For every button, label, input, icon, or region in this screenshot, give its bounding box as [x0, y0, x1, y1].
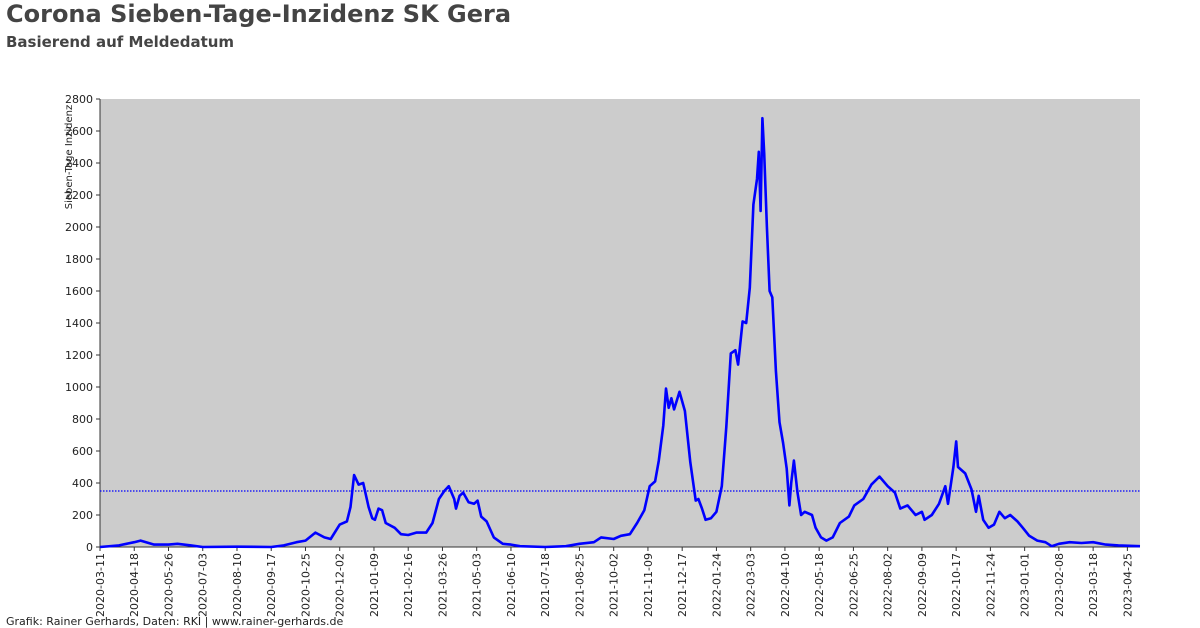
- x-tick-label: 2020-09-17: [265, 553, 278, 617]
- x-tick-label: 2023-01-01: [1019, 553, 1032, 617]
- x-tick-label: 2022-03-03: [745, 553, 758, 617]
- x-tick-label: 2022-08-02: [882, 553, 895, 617]
- x-tick-label: 2021-07-18: [539, 553, 552, 617]
- x-tick-label: 2020-05-26: [162, 553, 175, 617]
- x-tick-label: 2022-05-18: [813, 553, 826, 617]
- source-note: Grafik: Rainer Gerhards, Daten: RKI | ww…: [6, 615, 344, 628]
- x-tick-label: 2021-05-03: [471, 553, 484, 617]
- y-tick-label: 0: [86, 541, 93, 554]
- y-tick-label: 1600: [65, 285, 93, 298]
- y-tick-label: 2600: [65, 125, 93, 138]
- y-tick-label: 2000: [65, 221, 93, 234]
- x-tick-label: 2023-03-18: [1087, 553, 1100, 617]
- y-tick-label: 1200: [65, 349, 93, 362]
- y-tick-label: 1800: [65, 253, 93, 266]
- x-tick-label: 2021-06-10: [505, 553, 518, 617]
- chart-subtitle: Basierend auf Meldedatum: [6, 33, 234, 51]
- x-tick-label: 2021-11-09: [642, 553, 655, 617]
- y-tick-label: 600: [72, 445, 93, 458]
- x-tick-label: 2021-02-16: [402, 553, 415, 617]
- x-tick-label: 2020-10-25: [299, 553, 312, 617]
- y-axis-label: Sieben-Tage Inzidenz: [64, 105, 75, 209]
- x-tick-label: 2022-11-24: [984, 553, 997, 617]
- y-tick-label: 1400: [65, 317, 93, 330]
- x-tick-label: 2022-04-10: [779, 553, 792, 617]
- x-tick-label: 2022-01-24: [710, 553, 723, 617]
- y-tick-label: 1000: [65, 381, 93, 394]
- x-tick-label: 2020-07-03: [197, 553, 210, 617]
- chart-title: Corona Sieben-Tage-Inzidenz SK Gera: [6, 0, 511, 28]
- x-tick-label: 2020-03-11: [94, 553, 107, 617]
- data-line: [99, 116, 1141, 549]
- x-tick-label: 2023-04-25: [1121, 553, 1134, 617]
- y-tick-label: 800: [72, 413, 93, 426]
- y-tick-label: 200: [72, 509, 93, 522]
- y-tick-label: 400: [72, 477, 93, 490]
- y-tick-label: 2400: [65, 157, 93, 170]
- y-tick-label: 2800: [65, 93, 93, 106]
- x-tick-label: 2021-12-17: [676, 553, 689, 617]
- x-tick-label: 2021-03-26: [436, 553, 449, 617]
- x-tick-label: 2021-01-09: [368, 553, 381, 617]
- x-tick-label: 2020-04-18: [128, 553, 141, 617]
- x-tick-label: 2022-10-17: [950, 553, 963, 617]
- x-tick-label: 2020-08-10: [231, 553, 244, 617]
- y-tick-label: 2200: [65, 189, 93, 202]
- plot-area: [100, 99, 1140, 547]
- x-tick-label: 2022-06-25: [847, 553, 860, 617]
- x-tick-label: 2021-08-25: [573, 553, 586, 617]
- x-tick-label: 2020-12-02: [334, 553, 347, 617]
- x-tick-label: 2023-02-08: [1053, 553, 1066, 617]
- x-tick-label: 2021-10-02: [608, 553, 621, 617]
- x-tick-label: 2022-09-09: [916, 553, 929, 617]
